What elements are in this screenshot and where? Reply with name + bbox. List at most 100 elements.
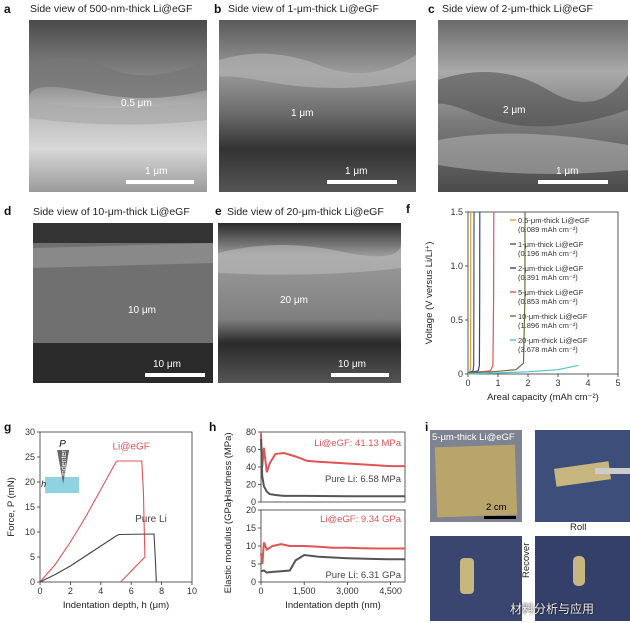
- h-top-ytick-label: 80: [246, 427, 256, 437]
- g-ytick-label: 25: [25, 452, 35, 462]
- g-series-1: [39, 533, 157, 583]
- h-bottom-ytick-label: 0: [251, 577, 256, 587]
- f-ytick-label: 0: [458, 369, 463, 379]
- g-label-pure: Pure Li: [135, 514, 167, 525]
- panel-a: a Side view of 500-nm-thick Li@eGF 0.5 μ…: [0, 0, 210, 195]
- scale-text-d: 10 μm: [153, 359, 181, 370]
- sem-texture-d: [33, 223, 213, 383]
- f-legend-note: (0.196 mAh cm⁻²): [518, 249, 578, 258]
- g-xtick-label: 6: [129, 586, 134, 596]
- panel-label-d: d: [4, 204, 12, 218]
- sample-label: 5-μm-thick Li@eGF: [432, 432, 515, 443]
- f-legend-label: 0.5-μm-thick Li@eGF: [518, 216, 590, 225]
- g-inset-substrate: [45, 477, 80, 493]
- sem-image-a: 0.5 μm 1 μm: [29, 20, 207, 192]
- g-xtick-label: 10: [187, 586, 197, 596]
- photo-roll: [535, 536, 630, 621]
- scale-text-a: 1 μm: [145, 166, 168, 177]
- g-inset-tip-label: Indenter: [61, 450, 68, 476]
- f-legend-note: (1.896 mAh cm⁻²): [518, 321, 578, 330]
- h-bottom-ytick-label: 20: [246, 505, 256, 515]
- f-xtick-label: 3: [555, 378, 560, 388]
- h-bottom-annotation-licf: Li@eGF: 9.34 GPa: [320, 514, 402, 525]
- f-ytick-label: 1.5: [450, 207, 463, 217]
- g-ytick-label: 10: [25, 527, 35, 537]
- sem-image-d: 10 μm 10 μm: [33, 223, 213, 383]
- scale-bar-a: [126, 180, 194, 184]
- watermark: 材料分析与应用: [510, 602, 595, 616]
- f-legend-label: 5-μm-thick Li@eGF: [518, 288, 584, 297]
- f-legend-label: 10-μm-thick Li@eGF: [518, 312, 588, 321]
- thickness-label-d: 10 μm: [128, 305, 156, 316]
- sample-scale-text: 2 cm: [486, 502, 507, 513]
- g-ytick-label: 30: [25, 427, 35, 437]
- sem-image-b: 1 μm 1 μm: [219, 20, 416, 192]
- h-top-annotation-pure: Pure Li: 6.58 MPa: [325, 474, 402, 485]
- scale-text-b: 1 μm: [345, 166, 368, 177]
- h-bottom-ytick-label: 15: [246, 523, 256, 533]
- h-bottom-ytick-label: 5: [251, 559, 256, 569]
- photo-flat: [535, 430, 630, 522]
- h-bottom-xtick-label: 3,000: [336, 586, 359, 596]
- g-label-licf: Li@eGF: [113, 442, 150, 453]
- g-xtick-label: 4: [98, 586, 103, 596]
- g-inset-indenter: [57, 450, 70, 484]
- g-xtick-label: 8: [159, 586, 164, 596]
- panel-c: c Side view of 2-μm-thick Li@eGF 2 μm 1 …: [420, 0, 630, 195]
- sample-scale-bar: [484, 516, 516, 519]
- h-top-ylabel: Hardness (MPa): [223, 432, 234, 501]
- g-xtick-label: 2: [68, 586, 73, 596]
- photo-sample: 5-μm-thick Li@eGF 2 cm: [430, 430, 522, 522]
- sem-texture-e: [218, 223, 401, 383]
- h-bottom-ytick-label: 10: [246, 541, 256, 551]
- panel-i: i 5-μm-thick Li@eGF 2 cm Roll ▼ Recover …: [415, 418, 630, 623]
- h-bottom-xtick-label: 0: [258, 586, 263, 596]
- scale-bar-b: [327, 180, 397, 184]
- f-plot-frame: [467, 211, 619, 375]
- photo-roll-detail: [573, 556, 585, 586]
- panel-title-b: Side view of 1-μm-thick Li@eGF: [228, 3, 379, 15]
- f-legend-note: (3.678 mAh cm⁻²): [518, 345, 578, 354]
- scale-bar-e: [331, 373, 389, 377]
- h-bottom-xlabel: Indentation depth (nm): [285, 600, 381, 611]
- g-inset-depth-label: h: [41, 479, 46, 489]
- f-legend-note: (0.853 mAh cm⁻²): [518, 297, 578, 306]
- panel-title-c: Side view of 2-μm-thick Li@eGF: [442, 3, 593, 15]
- photo-flat-detail: [554, 461, 611, 487]
- h-bottom-series-1: [260, 553, 405, 574]
- recover-label: Recover: [521, 542, 532, 578]
- thickness-label-c: 2 μm: [503, 105, 526, 116]
- h-bottom-ylabel: Elastic modulus (GPa): [223, 499, 234, 594]
- roll-label: Roll: [570, 522, 587, 533]
- panel-e: e Side view of 20-μm-thick Li@eGF 20 μm …: [215, 200, 415, 390]
- f-xlabel: Areal capacity (mAh cm⁻²): [487, 392, 599, 403]
- scale-bar-c: [538, 180, 608, 184]
- chart-f: 0 1 2 3 4 5 0 0.5 1.0 1.5 Areal capacity (mAh cm⁻²…: [424, 207, 621, 403]
- h-top-series-1: [260, 438, 405, 498]
- f-legend-note: (0.391 mAh cm⁻²): [518, 273, 578, 282]
- f-ytick-label: 0.5: [450, 315, 463, 325]
- h-top-series-0: [260, 433, 405, 473]
- panel-label-h: h: [209, 420, 217, 434]
- sem-texture-b: [219, 20, 416, 192]
- g-ytick-label: 0: [30, 577, 35, 587]
- thickness-label-e: 20 μm: [280, 295, 308, 306]
- sem-image-e: 20 μm 10 μm: [218, 223, 401, 383]
- sem-image-c: 2 μm 1 μm: [438, 20, 628, 192]
- sem-texture-a: [29, 20, 207, 192]
- g-xtick-label: 0: [37, 586, 42, 596]
- thickness-label-a: 0.5 μm: [121, 98, 152, 109]
- h-top-annotation-licf: Li@eGF: 41.13 MPa: [314, 438, 401, 449]
- h-top-ytick-label: 40: [246, 462, 256, 472]
- panel-h: h 0 20 40 60 80 Hardness (MPa) 0 1,500 3,000 4,50…: [205, 418, 415, 623]
- panel-label-f: f: [406, 202, 410, 216]
- photo-flat-tweezers: [595, 468, 630, 474]
- photo-recover-detail: [460, 558, 474, 594]
- g-ytick-label: 20: [25, 477, 35, 487]
- g-ytick-label: 15: [25, 502, 35, 512]
- h-bottom-series-0: [260, 542, 405, 565]
- chart-g: 0 2 4 6 8 10 0 5 10 15 20 25 30 Indentation depth, h …: [6, 427, 197, 611]
- f-legend-label: 20-μm-thick Li@eGF: [518, 336, 588, 345]
- panel-title-a: Side view of 500-nm-thick Li@eGF: [30, 3, 193, 15]
